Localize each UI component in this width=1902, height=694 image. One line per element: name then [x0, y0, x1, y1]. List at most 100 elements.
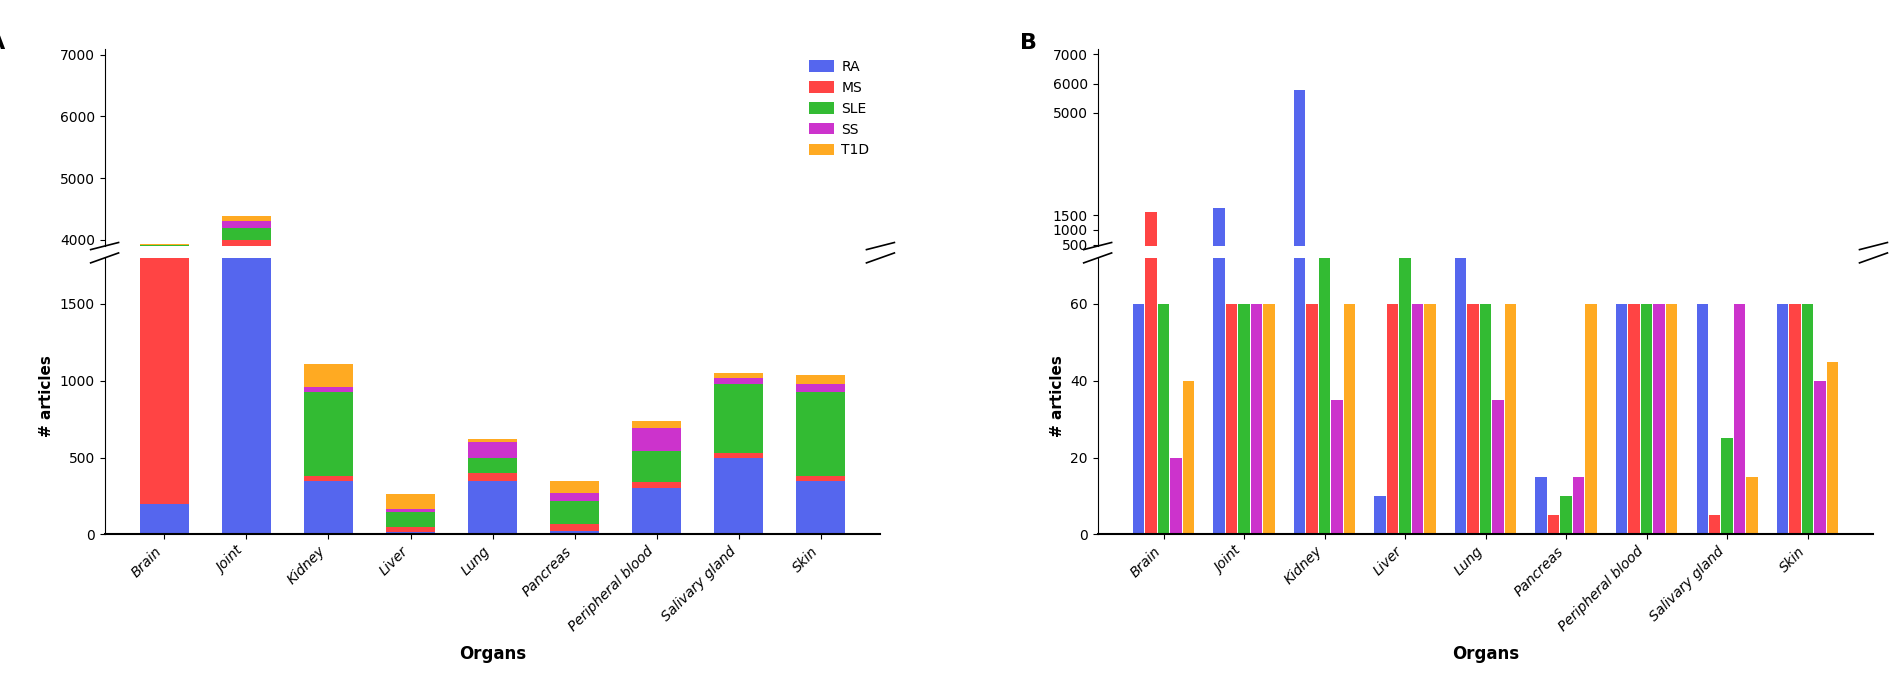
Bar — [386, 532, 436, 534]
Bar — [795, 384, 844, 391]
Bar — [1158, 257, 1170, 260]
Bar — [1263, 257, 1274, 260]
Bar — [1548, 515, 1560, 534]
Bar — [1318, 254, 1329, 260]
Bar — [795, 465, 844, 486]
Bar — [1790, 304, 1801, 534]
Bar — [468, 456, 517, 462]
Bar — [1586, 257, 1596, 260]
Bar — [1387, 304, 1398, 534]
Bar — [1387, 257, 1398, 260]
Bar — [1641, 304, 1653, 534]
Bar — [1746, 477, 1757, 534]
Bar — [631, 428, 681, 451]
Bar — [223, 240, 272, 246]
Bar — [304, 387, 354, 391]
Bar — [1504, 304, 1516, 534]
Bar — [223, 217, 272, 221]
Bar — [1411, 304, 1423, 534]
Bar — [550, 473, 599, 482]
Bar — [1617, 257, 1628, 260]
Bar — [1480, 304, 1491, 534]
Bar — [468, 448, 517, 450]
Bar — [795, 391, 844, 476]
Bar — [304, 481, 354, 534]
Bar — [1468, 304, 1478, 534]
Bar — [468, 462, 517, 465]
Bar — [386, 493, 436, 509]
Bar — [1735, 304, 1746, 534]
Bar — [1776, 304, 1788, 534]
Bar — [713, 453, 763, 457]
Bar — [304, 428, 354, 430]
Bar — [1331, 400, 1343, 534]
Bar — [1573, 477, 1584, 534]
Bar — [1653, 257, 1664, 260]
Bar — [386, 512, 436, 527]
Bar — [141, 0, 188, 504]
Bar — [713, 373, 763, 378]
Bar — [550, 482, 599, 486]
Text: B: B — [1019, 33, 1037, 53]
Bar — [1238, 304, 1250, 534]
Bar — [1331, 258, 1343, 260]
Bar — [550, 500, 599, 524]
Bar — [1134, 257, 1145, 260]
Bar — [713, 378, 763, 384]
Bar — [795, 430, 844, 464]
Bar — [550, 524, 599, 532]
Bar — [1293, 0, 1305, 534]
Bar — [550, 481, 599, 493]
Y-axis label: # articles: # articles — [1050, 355, 1065, 437]
Bar — [1400, 255, 1411, 260]
Bar — [304, 364, 354, 387]
Bar — [1815, 258, 1826, 260]
Bar — [468, 457, 517, 473]
Bar — [304, 476, 354, 481]
Bar — [1776, 257, 1788, 260]
Bar — [1628, 257, 1640, 260]
Bar — [1628, 304, 1640, 534]
Bar — [550, 493, 599, 500]
Bar — [1468, 257, 1478, 260]
Bar — [1697, 304, 1708, 534]
Bar — [1252, 304, 1263, 534]
Bar — [1145, 212, 1156, 260]
Bar — [468, 439, 517, 442]
Bar — [550, 532, 599, 534]
Bar — [1318, 0, 1329, 534]
Text: A: A — [0, 33, 6, 53]
Bar — [1586, 304, 1596, 534]
Bar — [1183, 381, 1194, 534]
Bar — [1307, 304, 1318, 534]
Bar — [1252, 257, 1263, 260]
Bar — [631, 451, 681, 482]
Bar — [1227, 257, 1236, 260]
Bar — [1653, 304, 1664, 534]
Bar — [795, 464, 844, 465]
Bar — [1815, 381, 1826, 534]
Bar — [1170, 457, 1181, 534]
Bar — [386, 527, 436, 532]
Bar — [386, 471, 436, 477]
Bar — [713, 454, 763, 456]
Bar — [631, 441, 681, 444]
Bar — [468, 481, 517, 534]
Bar — [1227, 304, 1236, 534]
Bar — [304, 464, 354, 465]
Bar — [141, 246, 188, 475]
Bar — [1828, 258, 1837, 260]
Bar — [795, 476, 844, 481]
Bar — [1504, 257, 1516, 260]
Bar — [713, 456, 763, 486]
Bar — [795, 481, 844, 534]
Bar — [1666, 304, 1678, 534]
Bar — [1455, 246, 1466, 260]
Bar — [1183, 258, 1194, 260]
Bar — [1721, 258, 1733, 260]
Bar — [1828, 362, 1837, 534]
Bar — [304, 430, 354, 464]
Bar — [1560, 496, 1571, 534]
Bar — [1307, 257, 1318, 260]
Bar — [223, 228, 272, 240]
